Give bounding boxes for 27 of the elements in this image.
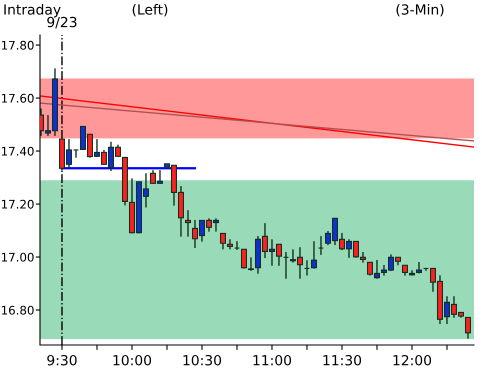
x-tick-label: 9:30 — [47, 354, 77, 366]
y-tick-label: 17.60 — [2, 94, 34, 103]
candlestick — [248, 256, 254, 272]
y-tick-label: 17.20 — [2, 200, 34, 209]
y-tick-label: 17.00 — [2, 252, 34, 262]
x-tick-label: 12:00 — [393, 354, 432, 366]
candlestick — [220, 232, 226, 250]
candlestick — [318, 235, 324, 256]
candlestick — [402, 264, 408, 276]
candlestick — [304, 260, 310, 276]
x-tick-label: 11:00 — [253, 354, 292, 366]
x-tick-label: 11:30 — [323, 354, 362, 366]
ref-line-label: 9/23 — [47, 16, 76, 28]
x-tick-label: 10:30 — [183, 354, 222, 366]
candlestick — [310, 240, 317, 270]
y-tick-label: 17.80 — [2, 40, 34, 50]
candlestick — [464, 316, 471, 340]
candlestick — [416, 261, 422, 274]
x-tick-label: 10:00 — [113, 354, 152, 366]
chart-title: Intraday — [4, 4, 61, 18]
candlestick — [240, 248, 247, 270]
candlestick — [226, 238, 233, 250]
text: (3-Min) — [396, 4, 444, 16]
y-tick-label: 16.80 — [2, 306, 34, 315]
text: (Left) — [132, 4, 168, 16]
y-tick-label: 17.40 — [2, 146, 34, 156]
candlestick — [184, 209, 191, 238]
